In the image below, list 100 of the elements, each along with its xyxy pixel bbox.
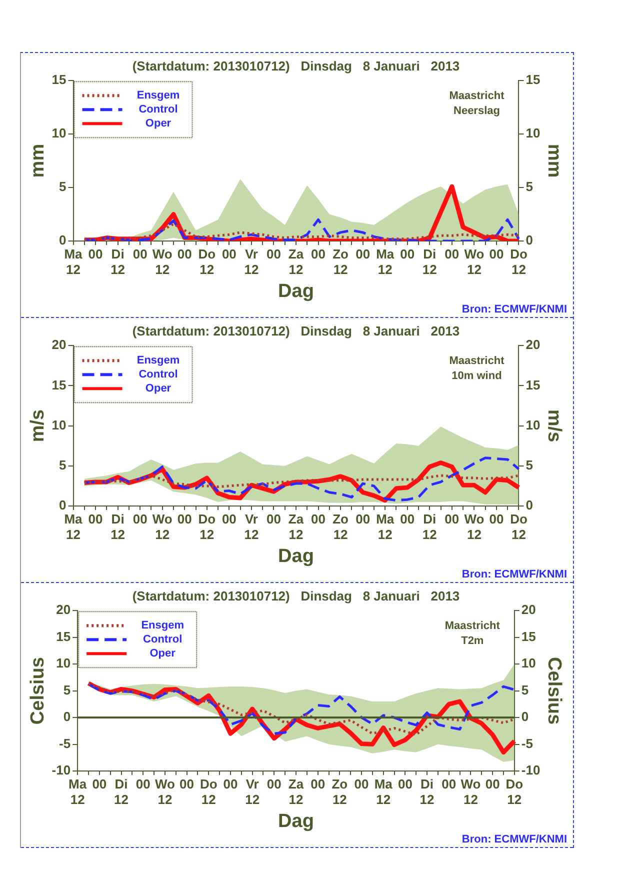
x-tick-label: 00 [177, 511, 192, 526]
x-tick-label: Wo 12 [460, 776, 481, 807]
y2-tick-label: 0 [526, 498, 533, 513]
y2-tick-label: 5 [521, 682, 529, 698]
y-tick-label: 5 [63, 682, 71, 698]
y2-tick-label: 0 [526, 232, 533, 248]
y-tick-label: 0 [59, 498, 66, 513]
y2-tick-label: 15 [526, 72, 540, 88]
legend-label: Control [138, 368, 178, 381]
y-tick-label: 5 [59, 179, 66, 194]
y-tick-label: 15 [56, 628, 71, 644]
y-tick-label: 15 [52, 377, 66, 392]
x-tick-label: 00 [266, 246, 281, 262]
chart-title: (Startdatum: 2013010712) Dinsdag 8 Januari 2013 [132, 323, 460, 338]
x-tick-label: Vr 12 [244, 511, 259, 542]
x-tick-label: 00 [266, 511, 281, 526]
x-tick-label: Do 12 [198, 246, 216, 277]
y2-tick-label: 5 [526, 179, 533, 194]
x-tick-label: 00 [266, 776, 282, 792]
y-tick-label: 10 [52, 417, 66, 432]
x-tick-label: Di 12 [110, 246, 126, 277]
y-tick-label: 10 [56, 656, 71, 671]
text: Bron: ECMWF/KNMI [462, 834, 567, 846]
x-tick-label: Zo 12 [332, 246, 349, 277]
x-tick-label: 00 [132, 511, 148, 526]
x-tick-label: Wo 12 [154, 776, 175, 807]
x-tick-label: Ma 12 [376, 511, 395, 542]
y2-tick-label: 10 [526, 126, 540, 141]
x-tick-label: 00 [222, 246, 236, 262]
x-tick-label: Zo 12 [332, 511, 349, 542]
x-tick-label: 00 [310, 776, 326, 792]
x-tick-label: Ma 12 [64, 246, 84, 277]
x-tick-label: 00 [489, 246, 504, 262]
x-tick-label: 00 [92, 776, 107, 792]
x-tick-label: Wo 12 [152, 246, 172, 277]
x-tick-label: 00 [489, 511, 504, 526]
x-tick-label: 00 [398, 776, 412, 792]
y-axis-title: mm [28, 144, 49, 178]
x-tick-label: 00 [400, 511, 415, 526]
y-tick-label: -5 [59, 736, 71, 751]
x-tick-label: 00 [136, 776, 150, 792]
y-tick-label: -10 [52, 762, 71, 778]
x-tick-label: 00 [132, 246, 148, 262]
x-tick-label: 00 [442, 776, 456, 792]
y2-tick-label: 20 [526, 337, 540, 352]
y2-tick-label: -10 [521, 762, 540, 778]
y2-axis-title: mm [543, 144, 564, 178]
legend-label: Oper [145, 118, 172, 130]
x-tick-label: Ma 12 [68, 776, 88, 807]
annotation: T2m [461, 635, 484, 648]
y2-axis-title: Celsius [543, 657, 564, 725]
x-tick-label: Ma 12 [374, 776, 394, 807]
x-tick-label: Za 12 [288, 776, 304, 807]
annotation: Maastricht [449, 90, 505, 102]
x-tick-label: 00 [88, 511, 103, 526]
x-tick-label: Ma 12 [64, 511, 84, 542]
x-tick-label: Wo 12 [152, 511, 172, 542]
x-tick-label: Di 12 [422, 246, 437, 277]
annotation: Maastricht [449, 355, 505, 368]
x-tick-label: 00 [444, 246, 460, 262]
y2-tick-label: 15 [521, 628, 536, 644]
legend-label: Ensgem [136, 90, 180, 102]
x-tick-label: 00 [485, 776, 500, 792]
legend-label: Oper [150, 648, 176, 660]
x-tick-label: 00 [400, 246, 415, 262]
line-series [83, 222, 520, 241]
x-tick-label: 00 [88, 246, 103, 262]
y-tick-label: 0 [63, 709, 71, 724]
text: Bron: ECMWF/KNMI [462, 568, 567, 581]
legend-label: Control [143, 634, 182, 646]
x-tick-label: Di 12 [420, 776, 434, 807]
y2-tick-label: 20 [521, 602, 536, 618]
x-tick-label: 00 [223, 776, 238, 792]
y-tick-label: 10 [52, 126, 66, 141]
x-tick-label: Za 12 [288, 246, 304, 277]
x-tick-label: 00 [444, 511, 460, 526]
y2-tick-label: 5 [526, 457, 533, 472]
x-tick-label: Za 12 [288, 511, 304, 542]
x-tick-label: 00 [180, 776, 194, 792]
x-tick-label: 00 [311, 511, 326, 526]
x-tick-label: Wo 12 [464, 246, 484, 277]
chart-title: (Startdatum: 2013010712) Dinsdag 8 Januari 2013 [132, 588, 460, 604]
x-tick-label: Vr 12 [244, 246, 259, 277]
x-tick-label: 00 [356, 511, 370, 526]
y-tick-label: 20 [52, 337, 66, 352]
x-tick-label: 00 [356, 246, 370, 262]
x-tick-label: Wo 12 [464, 511, 484, 542]
legend-label: Oper [145, 382, 172, 395]
x-tick-label: Do 12 [510, 246, 528, 277]
x-tick-label: Do 12 [506, 776, 524, 807]
y2-tick-label: 10 [521, 656, 536, 671]
y2-axis-title: m/s [543, 409, 564, 442]
annotation: 10m wind [452, 370, 502, 382]
x-tick-label: 00 [354, 776, 369, 792]
x-tick-label: Do 12 [198, 511, 216, 542]
legend-label: Control [138, 104, 178, 116]
x-tick-label: Vr 12 [245, 776, 260, 807]
x-tick-label: Do 12 [510, 511, 528, 542]
y-tick-label: 15 [52, 72, 66, 88]
x-axis-title: Dag [278, 810, 314, 832]
